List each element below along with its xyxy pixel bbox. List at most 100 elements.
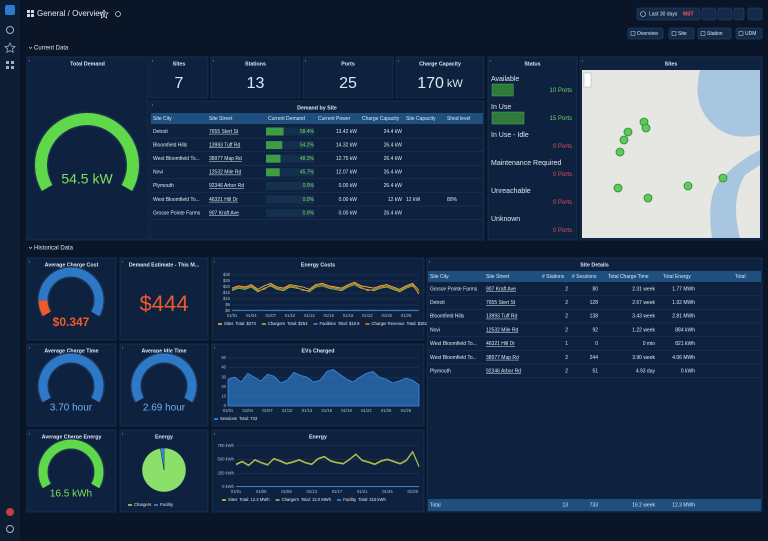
column-header[interactable]: Current Power (318, 116, 351, 122)
help-icon[interactable] (6, 525, 14, 533)
share-button[interactable] (115, 11, 121, 17)
street-link[interactable]: 907 Kraft Ave (486, 286, 516, 292)
status-label: Maintenance Required (491, 160, 562, 167)
map-pin[interactable] (615, 147, 625, 157)
street-link[interactable]: 12532 Mile Rd (486, 327, 518, 333)
zoom-out-button[interactable] (701, 7, 717, 21)
panel-title: Total Demand (70, 61, 105, 67)
panel-info-icon: i (582, 58, 583, 63)
map-pin[interactable] (623, 127, 633, 137)
table-cell: 0 min (643, 341, 655, 347)
column-header[interactable]: # Stations (542, 274, 565, 280)
panel-info-icon: i (398, 58, 399, 63)
time-picker[interactable] (636, 7, 701, 21)
line (235, 450, 420, 467)
line (235, 451, 420, 468)
legend-name[interactable]: Chargers (268, 321, 285, 326)
legend-name[interactable]: Sites (224, 321, 233, 326)
street-link[interactable]: 38977 Map Rd (486, 355, 519, 361)
column-header[interactable]: Shed level (447, 116, 470, 122)
map-pin[interactable] (619, 135, 629, 145)
column-header[interactable]: Charge Capacity (362, 116, 400, 122)
table-cell: 24.4 kW (384, 129, 403, 135)
legend-name[interactable]: Facilities (320, 321, 336, 326)
column-header[interactable]: Site City (153, 116, 172, 122)
panel-title: Average Charge Time (44, 348, 98, 354)
column-header[interactable]: Total Charge Time (608, 274, 649, 280)
column-header[interactable]: Current Demand (268, 116, 305, 122)
breadcrumb[interactable]: General / Overview (37, 9, 106, 18)
map-pin[interactable] (643, 193, 653, 203)
starred-icon[interactable] (4, 42, 16, 54)
nav-label[interactable]: Overview (637, 31, 658, 37)
refresh-interval[interactable] (733, 7, 745, 21)
column-header[interactable]: Site Street (486, 274, 510, 280)
nav-button[interactable] (697, 27, 732, 40)
table-cell: 4.93 day (636, 369, 656, 375)
x-tick-label: 01/21 (357, 489, 368, 494)
collapse-icon[interactable] (28, 46, 33, 49)
x-tick-label: 01/01 (227, 313, 238, 318)
street-link[interactable]: 13993 Tuff Rd (486, 314, 518, 320)
street-link[interactable]: 7655 Stert St (486, 300, 516, 306)
y-tick-label: $15 (223, 290, 231, 295)
map-pin[interactable] (683, 181, 693, 191)
column-header[interactable]: Total (735, 274, 746, 280)
street-link[interactable]: 92346 Arbor Rd (486, 369, 521, 375)
demand-bar-track (266, 209, 314, 218)
table-cell: Novi (430, 327, 440, 333)
street-link[interactable]: 12532 Mile Rd (209, 170, 241, 176)
street-link[interactable]: 38977 Map Rd (209, 156, 242, 162)
panel-info-icon: i (152, 58, 153, 63)
section-title[interactable]: Current Data (34, 46, 69, 52)
x-tick-label: 01/28 (401, 313, 412, 318)
column-header[interactable]: Site Capacity (406, 116, 436, 122)
map-pin[interactable] (641, 123, 651, 133)
nav-button[interactable] (668, 27, 695, 40)
street-link[interactable]: 46321 Hill Dr (209, 197, 238, 203)
search-icon[interactable] (6, 26, 14, 34)
demand-bar-track (266, 195, 314, 204)
legend-name[interactable]: Chargers (282, 497, 299, 502)
y-tick-label: 20 (221, 384, 226, 389)
panel-title: Sites (665, 61, 678, 67)
legend-name[interactable]: Charger Revenue (372, 321, 406, 326)
tv-mode-button[interactable] (747, 7, 763, 21)
street-link[interactable]: 46321 Hill Dr (486, 341, 515, 347)
demand-bar-track (266, 141, 314, 150)
user-avatar[interactable] (6, 508, 14, 516)
nav-icon (671, 31, 677, 36)
legend-name[interactable]: Facility (160, 502, 174, 507)
column-header[interactable]: Total Energy (663, 274, 691, 280)
map-pin[interactable] (613, 183, 623, 193)
nav-button[interactable] (735, 27, 763, 40)
street-link[interactable]: 907 Kraft Ave (209, 210, 239, 216)
logo[interactable] (5, 5, 15, 15)
street-link[interactable]: 7655 Stert St (209, 129, 239, 135)
dashboards-icon[interactable] (6, 61, 9, 64)
column-header[interactable]: Site Street (209, 116, 233, 122)
street-link[interactable]: 92346 Arbor Rd (209, 183, 244, 189)
column-header[interactable]: # Sessions (572, 274, 597, 280)
map-pin[interactable] (718, 173, 728, 183)
column-header[interactable]: Site City (430, 274, 449, 280)
map-zoom[interactable] (583, 72, 592, 88)
legend-name[interactable]: Facility (343, 497, 357, 502)
street-link[interactable]: 13993 Tuff Rd (209, 142, 241, 148)
table-cell: 2.67 week (632, 300, 655, 306)
timezone: MST (683, 12, 694, 18)
refresh-button[interactable] (717, 7, 733, 21)
x-tick-label: 01/19 (341, 408, 352, 413)
legend-name[interactable]: Sites (228, 497, 237, 502)
collapse-icon[interactable] (28, 246, 33, 249)
star-button[interactable] (99, 9, 109, 19)
nav-label[interactable]: Site (678, 31, 687, 37)
nav-label[interactable]: UDM (745, 31, 756, 37)
legend-name[interactable]: Sessions (220, 416, 237, 421)
nav-button[interactable] (627, 27, 664, 40)
legend-name[interactable]: Chargers (134, 502, 151, 507)
grid-icon (31, 10, 34, 13)
nav-label[interactable]: Station (707, 31, 723, 37)
section-title[interactable]: Historical Data (34, 246, 74, 252)
